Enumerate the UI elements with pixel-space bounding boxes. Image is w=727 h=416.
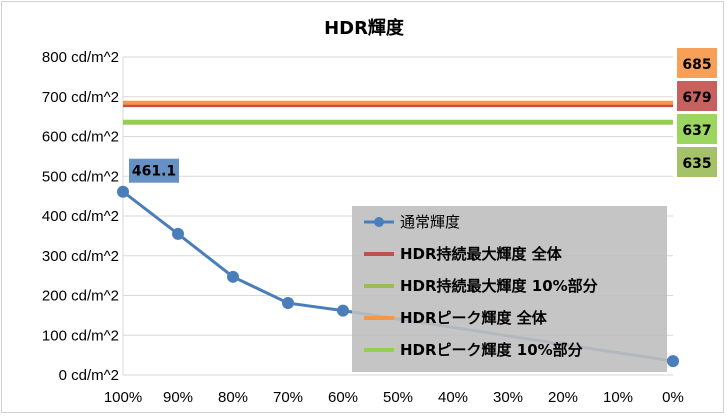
y-tick-label: 800 cd/m^2 (42, 49, 119, 66)
data-label-box (677, 147, 717, 177)
x-tick-label: 70% (273, 389, 303, 406)
x-tick-label: 20% (548, 389, 578, 406)
data-label-box (677, 114, 717, 144)
data-label-flat: 679 (677, 81, 717, 111)
data-point (667, 355, 679, 368)
y-tick-label: 100 cd/m^2 (42, 327, 119, 344)
legend-entry: HDRピーク輝度 全体 (364, 309, 548, 327)
x-tick-label: 40% (438, 389, 468, 406)
data-point (337, 304, 349, 317)
x-axis-ticks: 100% 90% 80% 70% 60% 50% 40% 30% 20% 10% 0% (104, 389, 684, 406)
x-tick-label: 100% (104, 389, 142, 406)
legend-label: HDR持続最大輝度 10%部分 (400, 277, 598, 295)
legend-entry: 通常輝度 (364, 213, 460, 231)
legend-marker (374, 217, 384, 227)
x-tick-label: 50% (383, 389, 413, 406)
x-tick-label: 10% (603, 389, 633, 406)
data-label: 685 (682, 57, 711, 73)
legend: 通常輝度 HDR持続最大輝度 全体 HDR持続最大輝度 10%部分 HDRピーク輝度 … (352, 206, 667, 372)
flat-series (123, 100, 673, 125)
data-point (282, 297, 294, 310)
legend-label: HDR持続最大輝度 全体 (400, 245, 563, 263)
data-label: 637 (682, 123, 711, 139)
legend-label: 通常輝度 (400, 213, 460, 231)
data-label-box (677, 81, 717, 111)
x-tick-label: 0% (662, 389, 684, 406)
data-label-flat: 685 (677, 48, 717, 78)
legend-entry: HDRピーク輝度 10%部分 (364, 341, 583, 359)
y-tick-label: 700 cd/m^2 (42, 89, 119, 106)
x-tick-label: 60% (328, 389, 358, 406)
legend-label: HDRピーク輝度 全体 (400, 309, 548, 327)
y-tick-label: 500 cd/m^2 (42, 168, 119, 185)
gridlines (122, 56, 673, 376)
x-tick-label: 90% (163, 389, 193, 406)
x-tick-label: 80% (218, 389, 248, 406)
x-tick-label: 30% (493, 389, 523, 406)
legend-label: HDRピーク輝度 10%部分 (400, 341, 583, 359)
data-label: 679 (682, 90, 711, 106)
data-label-first: 461.1 (129, 158, 179, 183)
chart-title: HDR輝度 (324, 17, 405, 39)
y-tick-label: 300 cd/m^2 (42, 248, 119, 265)
data-label-box (677, 48, 717, 78)
legend-box (352, 206, 667, 372)
data-label-box (129, 158, 179, 183)
legend-entry: HDR持続最大輝度 10%部分 (364, 277, 598, 295)
data-label-flat: 637 (677, 114, 717, 144)
legend-entry: HDR持続最大輝度 全体 (364, 245, 563, 263)
y-tick-label: 200 cd/m^2 (42, 288, 119, 305)
data-label-flat: 635 (677, 147, 717, 177)
y-tick-label: 600 cd/m^2 (42, 129, 119, 146)
data-point (172, 227, 184, 240)
data-labels: 461.1 685 679 637 635 (129, 48, 717, 183)
y-tick-label: 0 cd/m^2 (59, 367, 119, 384)
y-tick-label: 400 cd/m^2 (42, 208, 119, 225)
data-label: 635 (682, 156, 711, 172)
data-point (227, 270, 239, 283)
data-label: 461.1 (132, 164, 176, 180)
data-point (117, 185, 129, 198)
y-axis-ticks: 0 cd/m^2 100 cd/m^2 200 cd/m^2 300 cd/m^2 40… (42, 49, 119, 384)
